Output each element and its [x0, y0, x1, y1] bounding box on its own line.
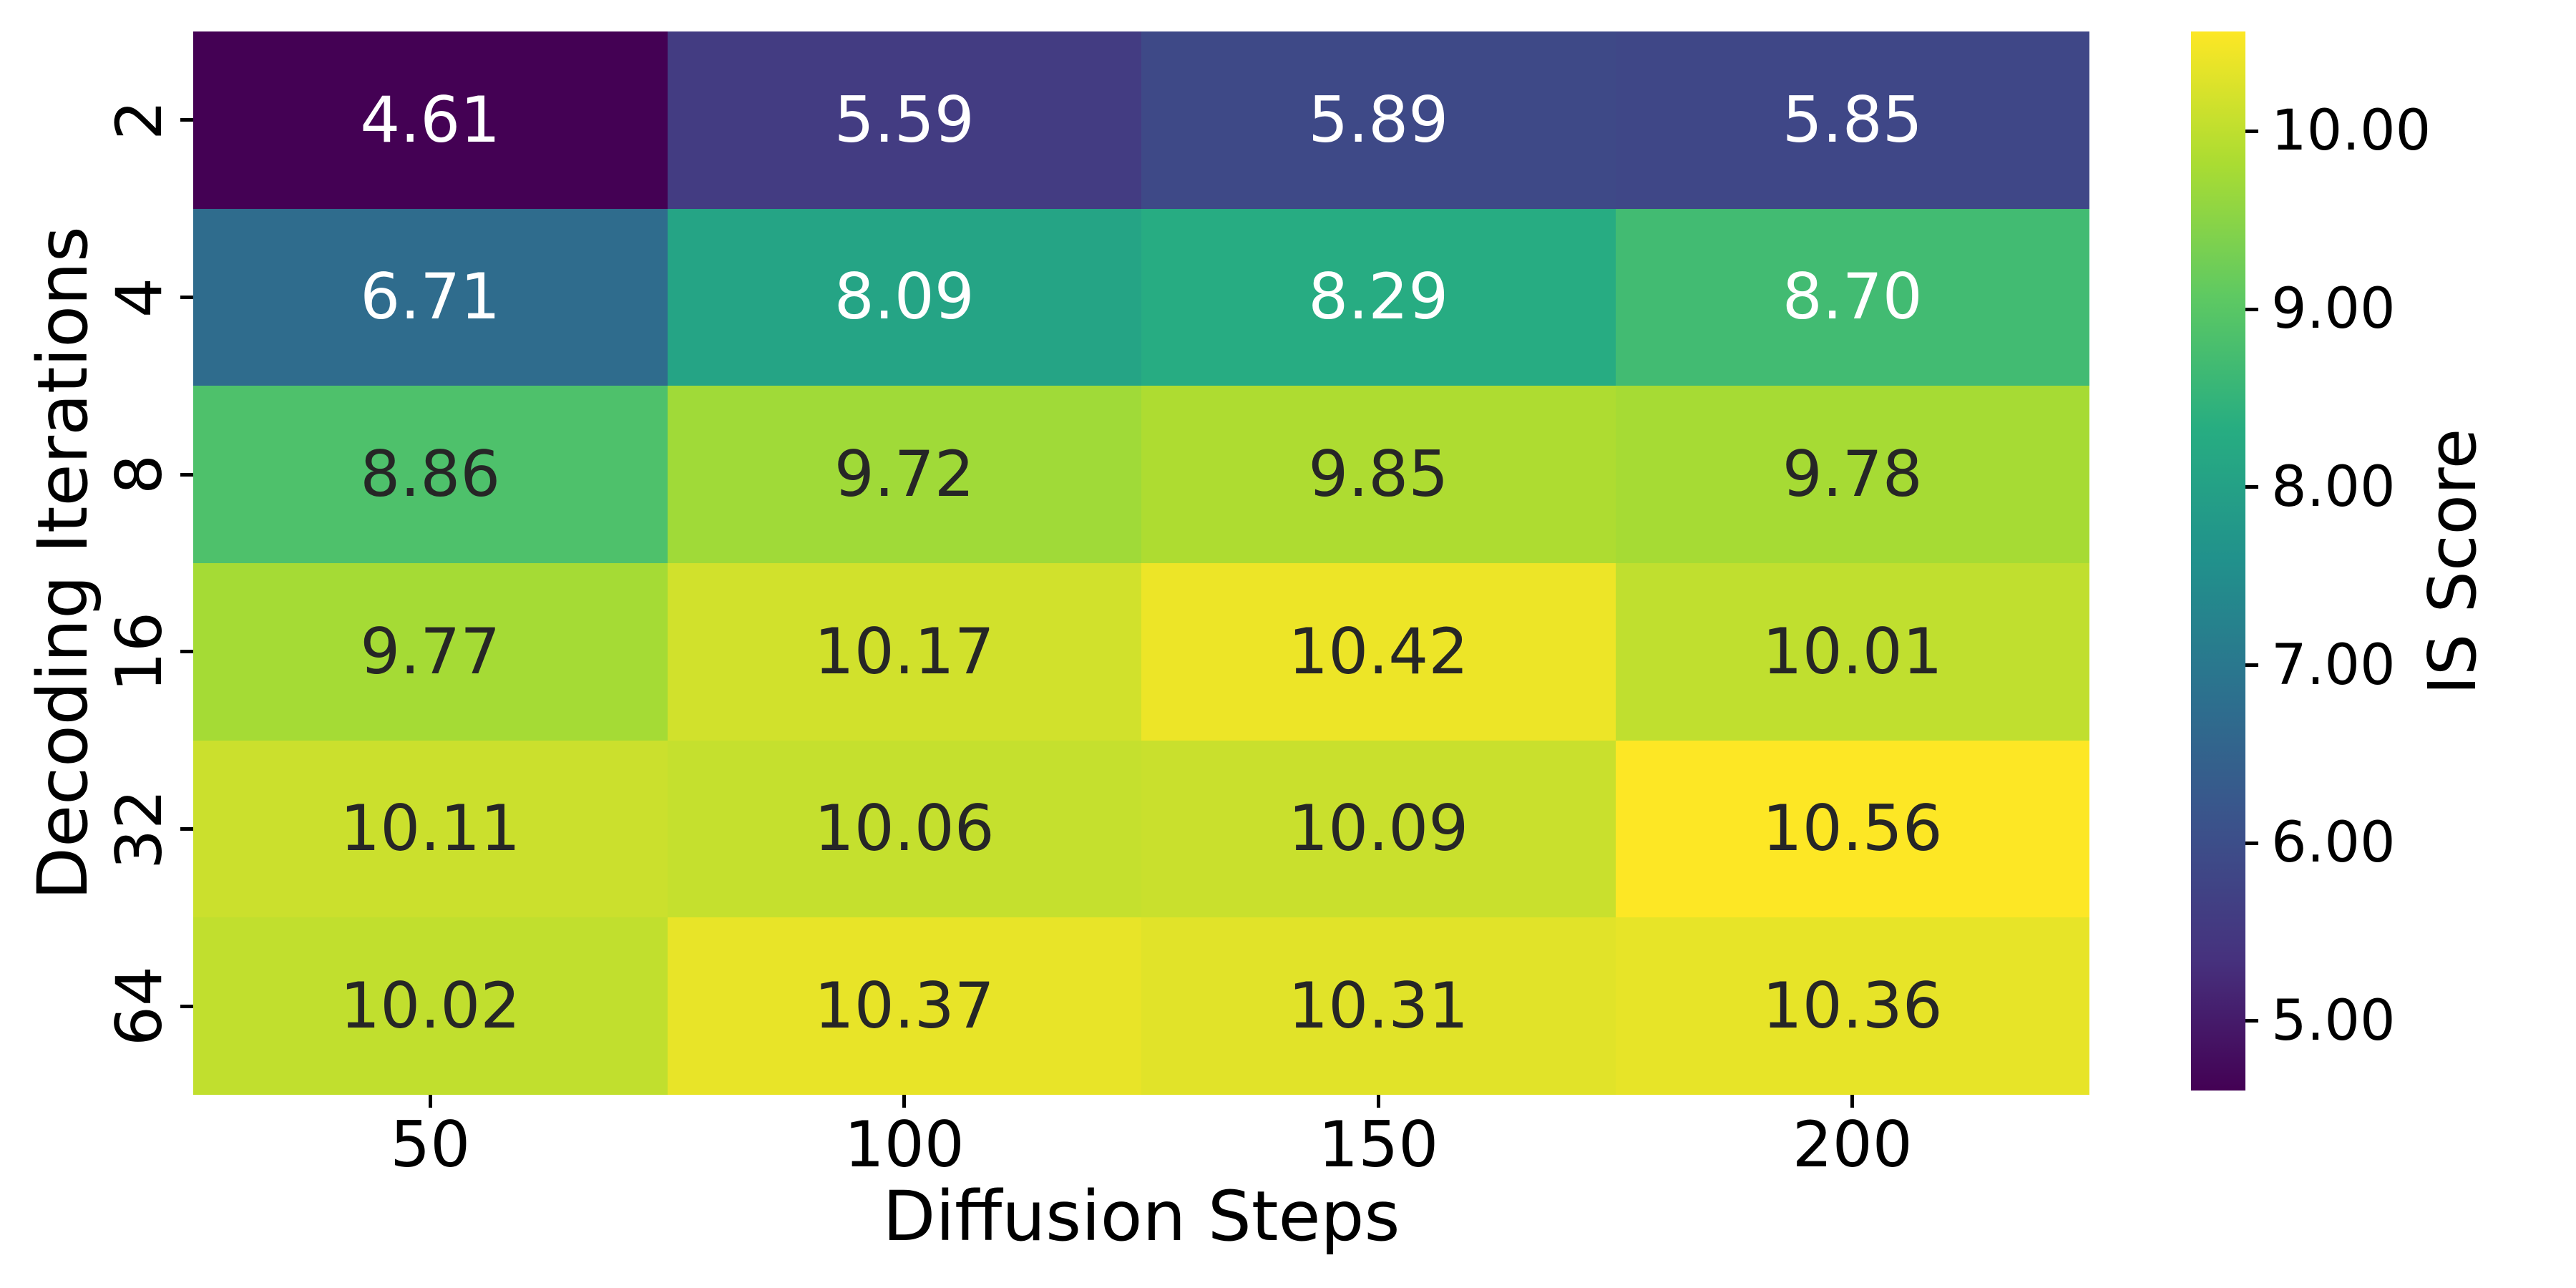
- cell-value: 8.29: [1308, 260, 1449, 334]
- heatmap-cell: 10.01: [1615, 563, 2089, 741]
- cell-value: 8.09: [834, 260, 975, 334]
- heatmap-cell: 9.78: [1615, 386, 2089, 563]
- colorbar-tick-label: 10.00: [2271, 99, 2431, 164]
- heatmap-cell: 4.61: [193, 31, 668, 209]
- x-tick-label: 50: [390, 1108, 471, 1181]
- colorbar-tick-label: 8.00: [2271, 454, 2396, 519]
- heatmap-cell: 10.42: [1141, 563, 1616, 741]
- heatmap-cell: 10.11: [193, 740, 668, 918]
- y-tick-mark: [180, 650, 193, 654]
- cell-value: 10.37: [814, 969, 995, 1043]
- colorbar-tick-label: 6.00: [2271, 811, 2396, 876]
- heatmap-cell: 10.17: [667, 563, 1141, 741]
- colorbar-tick-label: 7.00: [2271, 633, 2396, 698]
- heatmap-cell: 8.86: [193, 386, 668, 563]
- x-tick-label: 100: [844, 1108, 965, 1181]
- x-tick-label: 150: [1318, 1108, 1439, 1181]
- y-tick-label: 64: [102, 966, 176, 1047]
- heatmap-grid: 4.61 5.59 5.89 5.85 6.71 8.09 8.29 8.70 8.86 9.72…: [193, 31, 2089, 1095]
- cell-value: 6.71: [360, 260, 501, 334]
- y-tick-label: 16: [102, 611, 176, 692]
- cell-value: 8.86: [360, 437, 501, 512]
- heatmap-cell: 8.70: [1615, 208, 2089, 386]
- heatmap-cell: 10.37: [667, 917, 1141, 1095]
- colorbar-tick-mark: [2245, 1019, 2258, 1023]
- cell-value: 10.11: [340, 791, 521, 866]
- y-tick-mark: [180, 296, 193, 299]
- y-axis-label: Decoding Iterations: [23, 226, 103, 900]
- cell-value: 9.72: [834, 437, 975, 512]
- cell-value: 5.85: [1782, 82, 1923, 157]
- cell-value: 10.09: [1288, 791, 1469, 866]
- x-tick-mark: [902, 1095, 907, 1108]
- cell-value: 10.31: [1288, 969, 1469, 1043]
- colorbar-tick-mark: [2245, 841, 2258, 845]
- heatmap-cell: 10.02: [193, 917, 668, 1095]
- x-axis-label: Diffusion Steps: [882, 1176, 1400, 1257]
- colorbar-label: IS Score: [2414, 428, 2491, 696]
- heatmap-cell: 10.36: [1615, 917, 2089, 1095]
- cell-value: 9.77: [360, 614, 501, 688]
- cell-value: 9.78: [1782, 437, 1923, 512]
- y-tick-mark: [180, 118, 193, 122]
- cell-value: 5.59: [834, 82, 975, 157]
- heatmap-cell: 9.85: [1141, 386, 1616, 563]
- heatmap-cell: 6.71: [193, 208, 668, 386]
- heatmap-cell: 5.59: [667, 31, 1141, 209]
- x-tick-mark: [1376, 1095, 1380, 1108]
- heatmap-cell: 10.56: [1615, 740, 2089, 918]
- heatmap-cell: 10.06: [667, 740, 1141, 918]
- y-tick-mark: [180, 1004, 193, 1008]
- cell-value: 10.36: [1762, 969, 1943, 1043]
- heatmap-cell: 5.89: [1141, 31, 1616, 209]
- y-tick-label: 4: [102, 277, 176, 318]
- cell-value: 10.17: [814, 614, 995, 688]
- heatmap-cell: 8.09: [667, 208, 1141, 386]
- heatmap-cell: 9.77: [193, 563, 668, 741]
- colorbar-tick-mark: [2245, 129, 2258, 133]
- cell-value: 5.89: [1308, 82, 1449, 157]
- heatmap-cell: 9.72: [667, 386, 1141, 563]
- colorbar-tick-mark: [2245, 663, 2258, 667]
- heatmap-cell: 8.29: [1141, 208, 1616, 386]
- cell-value: 10.56: [1762, 791, 1943, 866]
- y-tick-mark: [180, 827, 193, 831]
- y-tick-label: 8: [102, 454, 176, 495]
- heatmap-cell: 10.31: [1141, 917, 1616, 1095]
- colorbar-tick-label: 9.00: [2271, 277, 2396, 342]
- cell-value: 10.02: [340, 969, 521, 1043]
- x-tick-label: 200: [1792, 1108, 1913, 1181]
- y-tick-label: 32: [102, 789, 176, 869]
- colorbar-gradient: [2191, 31, 2245, 1091]
- cell-value: 10.06: [814, 791, 995, 866]
- y-tick-mark: [180, 472, 193, 477]
- colorbar-tick-mark: [2245, 485, 2258, 489]
- colorbar-tick-mark: [2245, 307, 2258, 311]
- x-tick-mark: [1850, 1095, 1855, 1108]
- cell-value: 10.01: [1762, 614, 1943, 688]
- y-tick-label: 2: [102, 99, 176, 140]
- cell-value: 10.42: [1288, 614, 1469, 688]
- cell-value: 9.85: [1308, 437, 1449, 512]
- x-tick-mark: [428, 1095, 432, 1108]
- heatmap-cell: 5.85: [1615, 31, 2089, 209]
- cell-value: 8.70: [1782, 260, 1923, 334]
- colorbar-tick-label: 5.00: [2271, 988, 2396, 1053]
- cell-value: 4.61: [360, 82, 501, 157]
- heatmap-cell: 10.09: [1141, 740, 1616, 918]
